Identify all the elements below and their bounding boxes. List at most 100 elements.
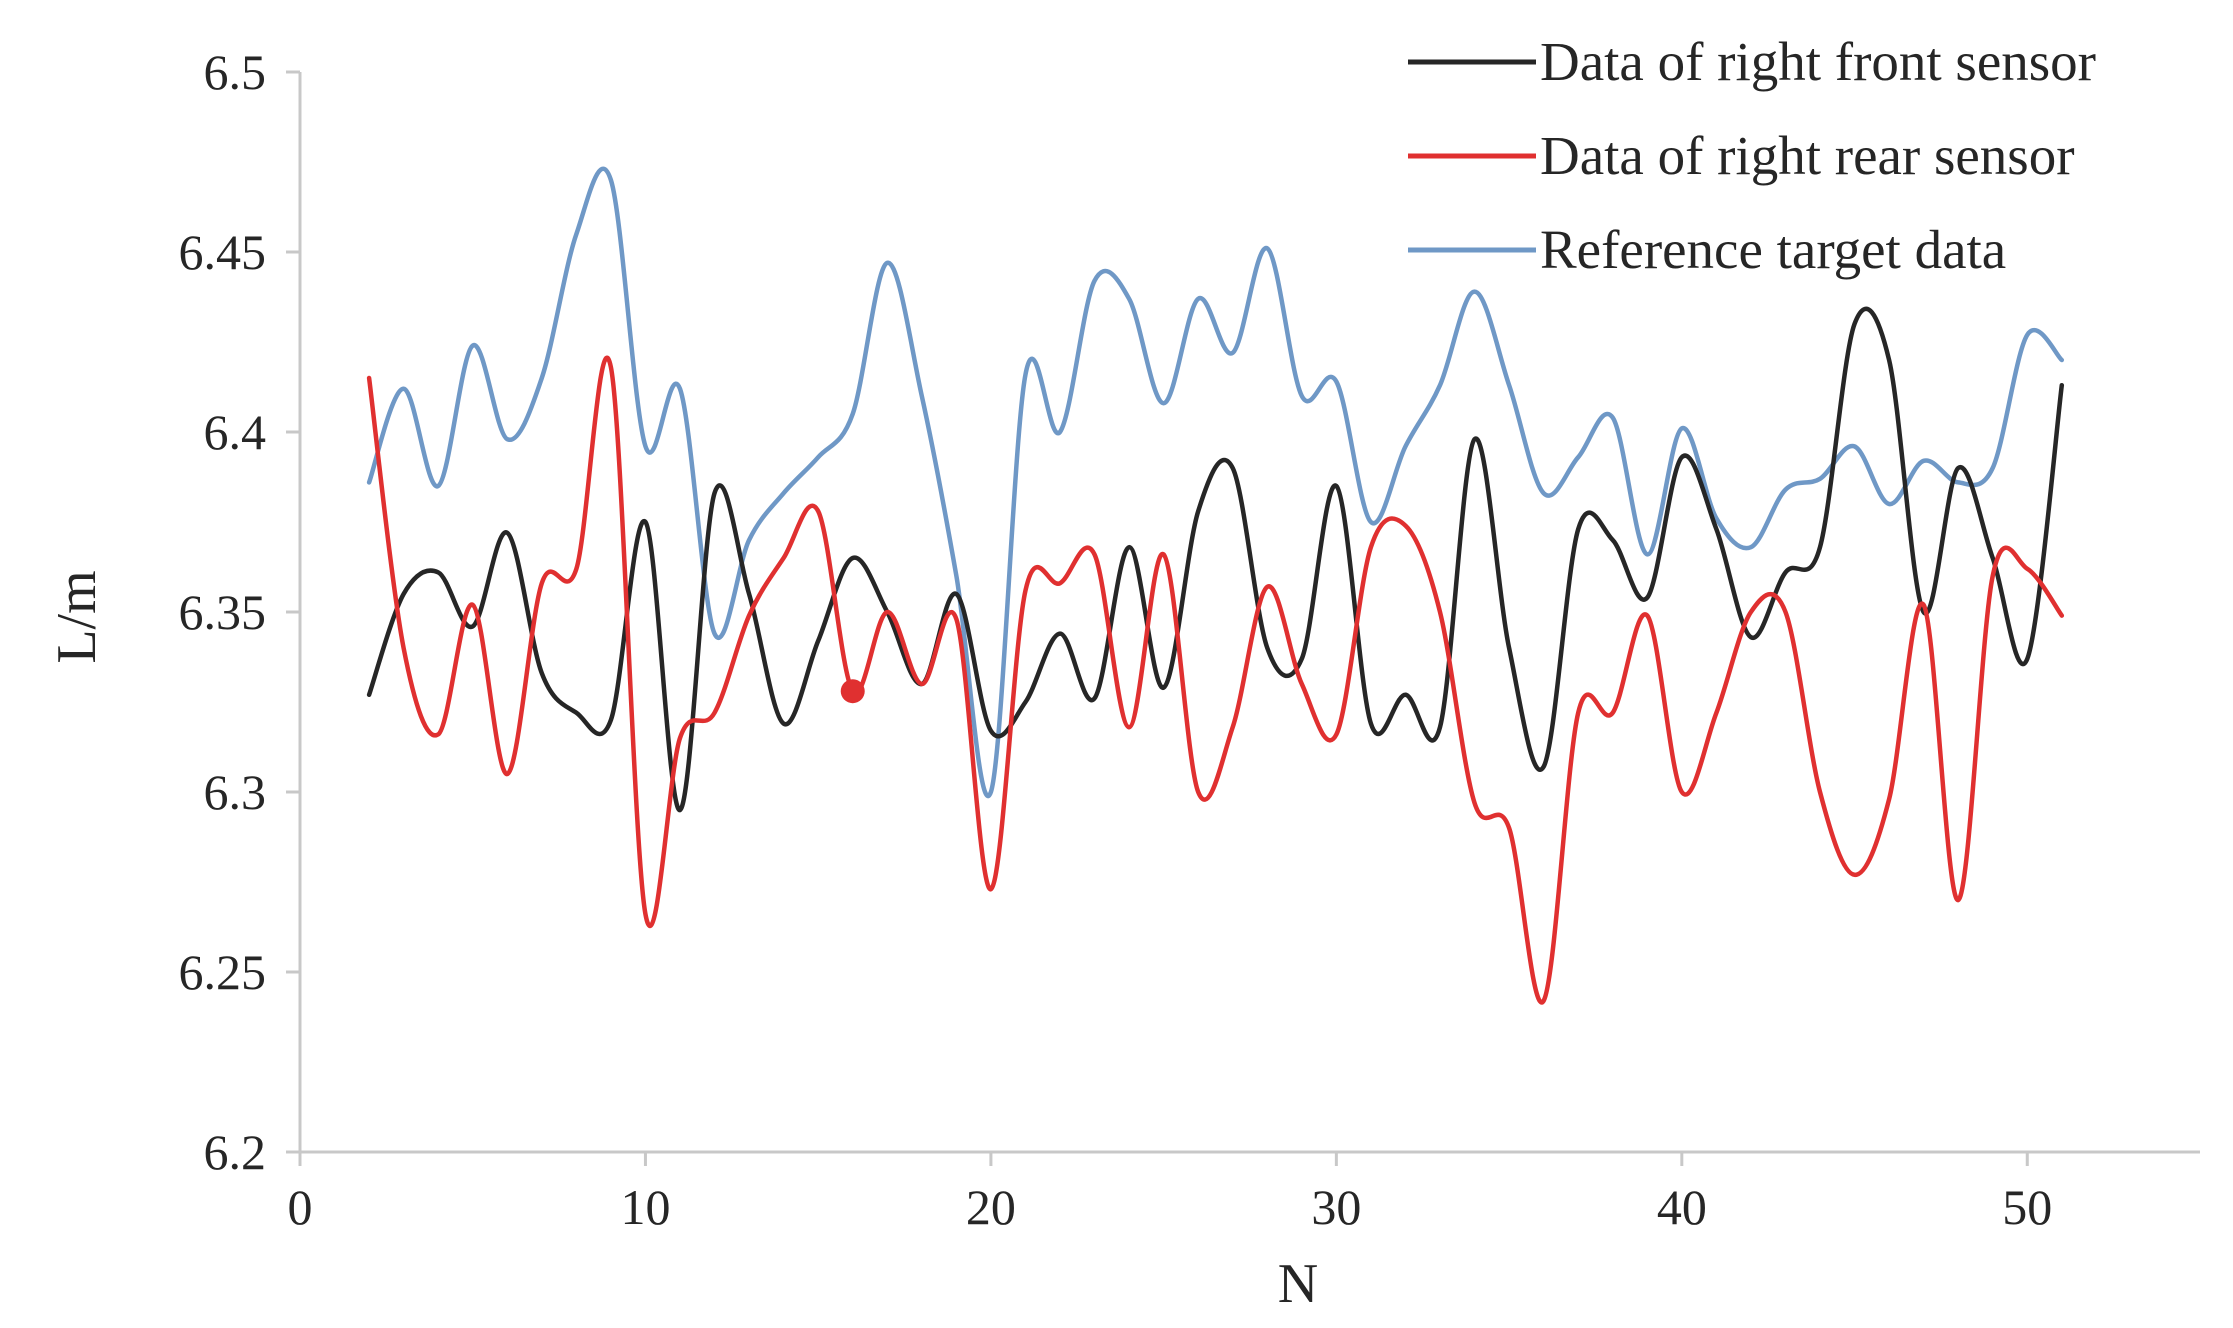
data-point <box>1334 484 1339 489</box>
data-point <box>1265 246 1270 251</box>
data-point <box>1645 552 1650 557</box>
data-point <box>1368 721 1373 726</box>
data-point <box>2025 332 2030 337</box>
y-tick-label: 6.4 <box>204 404 267 460</box>
data-point <box>988 790 993 795</box>
data-point <box>1576 455 1581 460</box>
axes: 6.2 6.25 6.3 6.35 6.4 6.45 6.5 0 10 20 30 40 50 <box>179 44 2200 1235</box>
x-ticks: 0 10 20 30 40 50 <box>288 1152 2052 1235</box>
data-point <box>1541 491 1546 496</box>
data-point <box>401 592 406 597</box>
series-line-reference-target-data <box>366 166 2065 798</box>
data-point <box>643 912 648 917</box>
data-point <box>1230 466 1235 471</box>
data-point <box>505 437 510 442</box>
highlight-marker <box>840 679 865 704</box>
data-point <box>1092 696 1097 701</box>
data-point <box>678 808 683 813</box>
data-point <box>885 260 890 265</box>
data-point <box>1887 797 1892 802</box>
y-tick-label: 6.45 <box>179 224 267 280</box>
data-point <box>1852 322 1857 327</box>
data-point <box>954 592 959 597</box>
series-line-data-of-right-rear-sensor <box>366 355 2065 1005</box>
data-point <box>1541 998 1546 1003</box>
data-point <box>885 610 890 615</box>
x-tick-label: 0 <box>288 1179 313 1235</box>
data-point <box>1092 552 1097 557</box>
legend-label: Data of right front sensor <box>1540 31 2096 92</box>
data-point <box>1438 383 1443 388</box>
data-point <box>2059 613 2064 618</box>
data-point <box>2059 358 2064 363</box>
data-point <box>436 732 441 737</box>
data-point <box>954 617 959 622</box>
data-point <box>1023 588 1028 593</box>
data-point <box>643 520 648 525</box>
data-point <box>1783 570 1788 575</box>
data-point <box>919 394 924 399</box>
data-point <box>643 444 648 449</box>
data-point <box>401 386 406 391</box>
data-point <box>919 682 924 687</box>
data-point <box>1299 394 1304 399</box>
data-point <box>1645 613 1650 618</box>
data-point <box>367 480 372 485</box>
data-point <box>1023 700 1028 705</box>
data-point <box>1679 790 1684 795</box>
data-point <box>747 613 752 618</box>
data-point <box>1127 725 1132 730</box>
data-point <box>712 491 717 496</box>
data-point <box>1990 466 1995 471</box>
data-point <box>1714 527 1719 532</box>
data-point <box>1887 358 1892 363</box>
data-point <box>816 638 821 643</box>
data-point <box>2059 383 2064 388</box>
series-group <box>366 166 2065 1005</box>
data-point <box>1783 610 1788 615</box>
data-point <box>1472 437 1477 442</box>
y-tick-label: 6.5 <box>204 44 267 100</box>
data-point <box>1576 527 1581 532</box>
data-point <box>1956 898 1961 903</box>
data-point <box>505 530 510 535</box>
x-tick-label: 40 <box>1657 1179 1707 1235</box>
data-point <box>954 574 959 579</box>
data-point <box>712 631 717 636</box>
y-tick-label: 6.25 <box>179 944 267 1000</box>
data-point <box>574 566 579 571</box>
data-point <box>608 718 613 723</box>
data-point <box>781 556 786 561</box>
data-point <box>1679 455 1684 460</box>
data-point <box>1818 545 1823 550</box>
data-point <box>1714 710 1719 715</box>
data-point <box>1748 635 1753 640</box>
data-point <box>470 624 475 629</box>
data-point <box>1507 383 1512 388</box>
data-point <box>781 721 786 726</box>
legend: Data of right front sensor Data of right … <box>1408 31 2096 280</box>
data-point <box>1507 646 1512 651</box>
data-point <box>1507 826 1512 831</box>
data-point <box>678 736 683 741</box>
data-point <box>1196 296 1201 301</box>
data-point <box>574 232 579 237</box>
data-point <box>712 710 717 715</box>
data-point <box>1610 415 1615 420</box>
data-point <box>1956 480 1961 485</box>
data-point <box>1921 458 1926 463</box>
data-point <box>1161 552 1166 557</box>
data-point <box>436 484 441 489</box>
data-point <box>1610 538 1615 543</box>
data-point <box>1887 502 1892 507</box>
data-point <box>505 772 510 777</box>
data-point <box>1748 610 1753 615</box>
data-point <box>781 491 786 496</box>
data-point <box>1610 710 1615 715</box>
data-point <box>1265 646 1270 651</box>
data-point <box>1299 682 1304 687</box>
data-point <box>816 455 821 460</box>
legend-label: Reference target data <box>1540 219 2006 280</box>
data-point <box>608 365 613 370</box>
data-point <box>1058 430 1063 435</box>
